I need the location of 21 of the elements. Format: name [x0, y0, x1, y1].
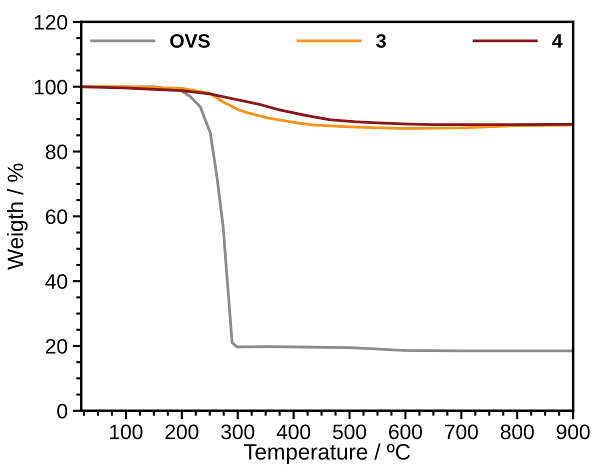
y-tick-label: 80	[46, 144, 68, 160]
y-tick-label: 20	[46, 338, 68, 354]
x-tick-label: 400	[276, 424, 310, 440]
legend-label: 4	[552, 34, 563, 48]
x-tick-label: 100	[110, 424, 142, 440]
x-tick-label: 600	[389, 424, 422, 440]
x-tick-label: 700	[445, 424, 478, 440]
y-tick-label: 100	[34, 80, 68, 94]
legend-label: 3	[376, 34, 386, 48]
legend-label: OVS	[170, 34, 210, 48]
x-tick-label: 300	[221, 424, 254, 440]
y-tick-label: 120	[34, 14, 68, 30]
y-tick-label: 60	[46, 209, 68, 224]
y-tick-label: 40	[45, 274, 68, 289]
x-tick-label: 500	[332, 424, 366, 440]
y-tick-label: 0	[57, 404, 68, 419]
x-tick-label: 200	[165, 424, 198, 440]
x-tick-label: 800	[500, 424, 534, 440]
x-tick-label: 900	[556, 424, 590, 440]
x-axis-title: Temperature / ºC	[244, 443, 410, 464]
y-axis-title: Weigth / %	[6, 164, 28, 270]
